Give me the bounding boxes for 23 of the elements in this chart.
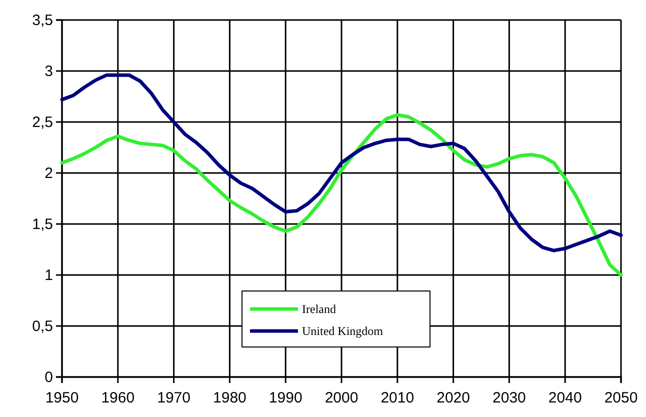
legend-label: United Kingdom (302, 324, 384, 338)
legend-label: Ireland (302, 302, 336, 316)
x-tick-label: 2030 (492, 390, 526, 406)
x-tick-label: 1960 (101, 390, 135, 406)
y-tick-label: 2,5 (32, 114, 53, 131)
x-tick-label: 2010 (380, 390, 414, 406)
x-tick-label: 1970 (157, 390, 190, 406)
y-tick-label: 0 (44, 368, 53, 386)
y-tick-label: 1 (44, 266, 53, 284)
y-tick-label: 0,5 (32, 318, 53, 335)
x-tick-label: 1980 (213, 390, 246, 406)
x-tick-label: 1950 (45, 390, 79, 406)
y-tick-label: 1,5 (32, 216, 53, 233)
line-series (60, 113, 623, 277)
y-tick-label: 3,5 (32, 12, 53, 29)
x-tick-label: 1990 (268, 390, 302, 406)
y-tick-label: 3 (44, 62, 53, 80)
x-tick-label: 2020 (436, 390, 470, 406)
line-series (60, 73, 623, 252)
x-tick-label: 2050 (604, 390, 638, 406)
x-tick-label: 2000 (324, 390, 358, 406)
y-tick-label: 2 (44, 164, 53, 182)
x-tick-label: 2040 (548, 390, 582, 406)
